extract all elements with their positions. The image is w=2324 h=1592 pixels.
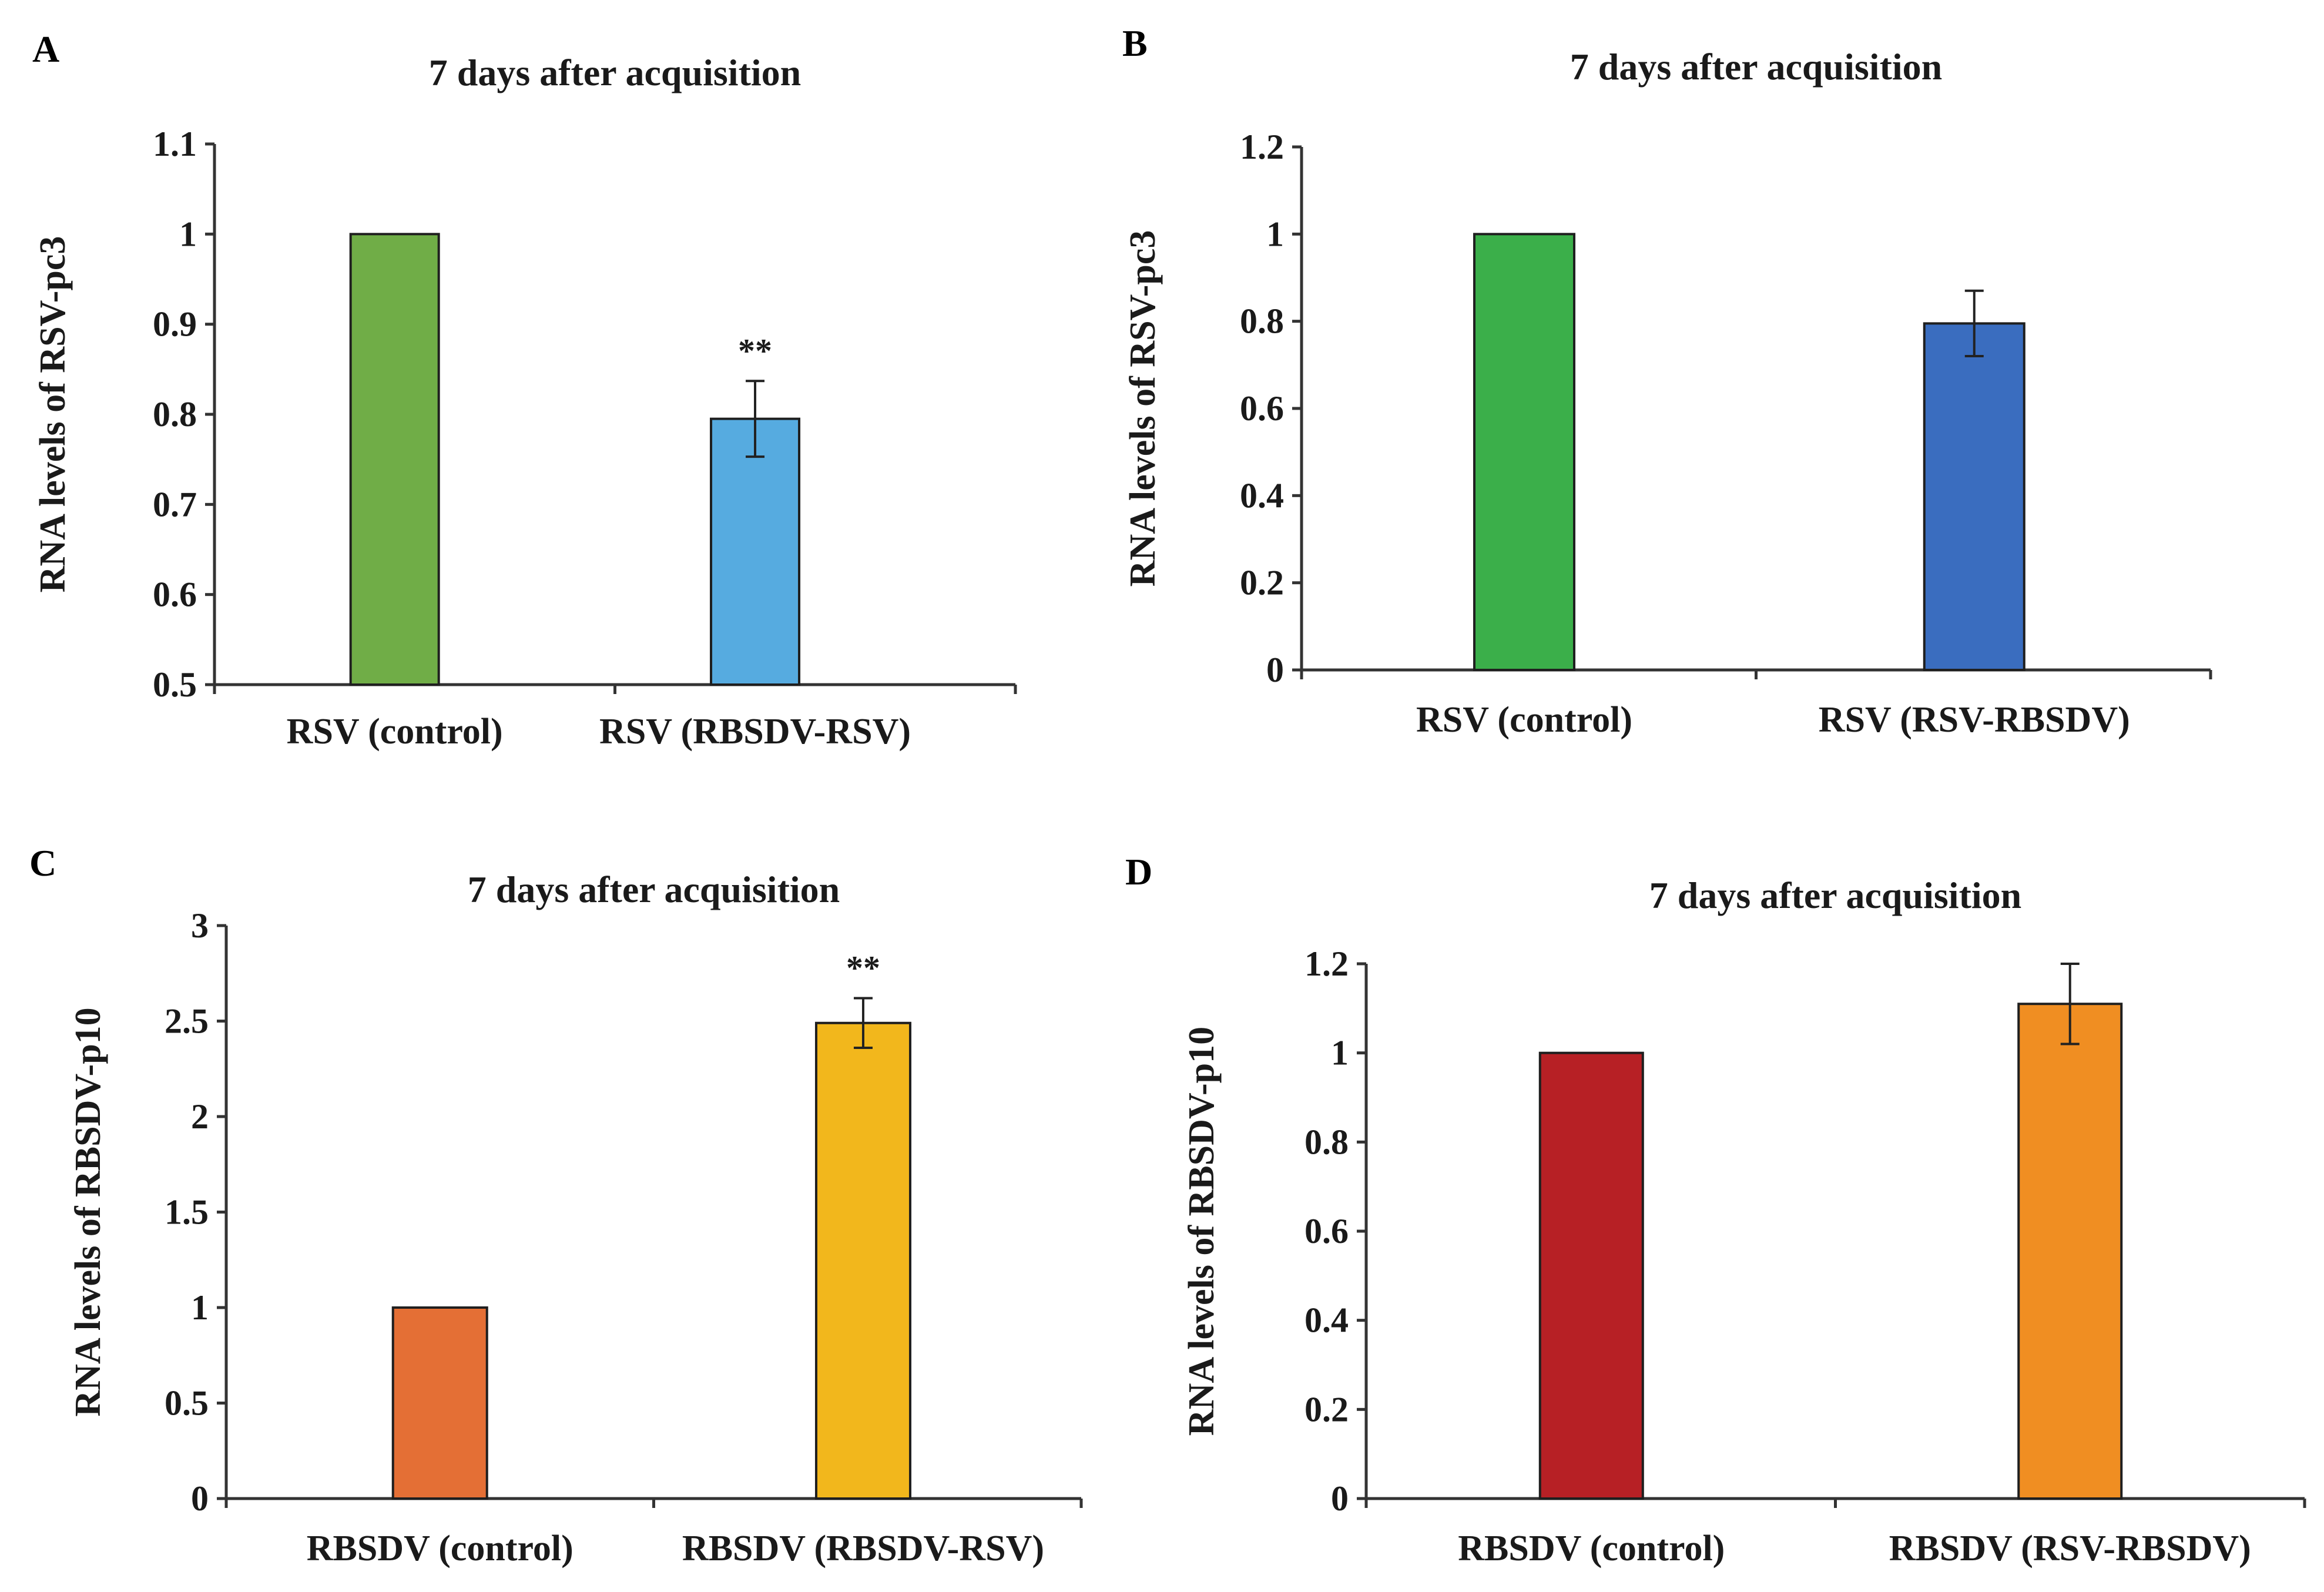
chart-title: 7 days after acquisition bbox=[1570, 46, 1943, 88]
significance-label: ** bbox=[846, 949, 880, 987]
x-category-label: RBSDV (control) bbox=[307, 1529, 574, 1568]
bar-2 bbox=[2017, 1003, 2123, 1500]
y-tick-label: 0.4 bbox=[1240, 476, 1284, 515]
x-category-label: RSV (control) bbox=[287, 712, 503, 752]
x-category-label: RSV (RSV-RBSDV) bbox=[1819, 700, 2130, 740]
y-axis-label: RNA levels of RBSDV-p10 bbox=[68, 1007, 108, 1416]
y-tick-label: 0.6 bbox=[153, 575, 197, 614]
chart-title: 7 days after acquisition bbox=[1649, 874, 2022, 916]
y-tick-label: 1 bbox=[191, 1288, 209, 1327]
y-tick-label: 0.7 bbox=[153, 485, 197, 524]
bar-2 bbox=[710, 417, 801, 686]
y-axis-label: RNA levels of RSV-pc3 bbox=[33, 236, 73, 593]
y-tick-label: 0 bbox=[191, 1479, 209, 1518]
y-tick-label: 0 bbox=[1266, 651, 1284, 689]
panel-letter: D bbox=[1125, 851, 1152, 893]
chart-title: 7 days after acquisition bbox=[429, 52, 802, 93]
y-tick-label: 1 bbox=[179, 214, 197, 253]
y-axis-label: RNA levels of RSV-pc3 bbox=[1123, 230, 1163, 587]
y-tick-label: 0.5 bbox=[153, 665, 197, 704]
y-tick-label: 2 bbox=[191, 1097, 209, 1136]
bar-1 bbox=[1538, 1051, 1644, 1500]
y-tick-label: 1.2 bbox=[1304, 944, 1349, 983]
y-tick-label: 0.2 bbox=[1304, 1390, 1349, 1429]
panel-letter: B bbox=[1122, 22, 1148, 64]
bar-1 bbox=[391, 1306, 488, 1500]
y-tick-label: 0.9 bbox=[153, 305, 197, 344]
y-axis-label: RNA levels of RBSDV-p10 bbox=[1182, 1027, 1222, 1436]
y-tick-label: 0.8 bbox=[1240, 302, 1284, 341]
y-tick-label: 0.6 bbox=[1240, 389, 1284, 428]
y-tick-label: 0 bbox=[1331, 1479, 1349, 1518]
chart-title: 7 days after acquisition bbox=[468, 869, 840, 910]
chart-panel-a: A 7 days after acquisition RNA levels of R… bbox=[32, 28, 1017, 752]
x-category-label: RBSDV (RSV-RBSDV) bbox=[1889, 1529, 2251, 1568]
x-category-label: RBSDV (control) bbox=[1458, 1529, 1725, 1568]
y-tick-label: 0.8 bbox=[153, 395, 197, 434]
y-tick-label: 0.6 bbox=[1304, 1212, 1349, 1251]
y-tick-label: 1 bbox=[1266, 214, 1284, 253]
chart-panel-c: C 7 days after acquisition RNA levels of R… bbox=[29, 842, 1083, 1568]
y-tick-label: 1 bbox=[1331, 1034, 1349, 1072]
bar-1 bbox=[349, 233, 440, 686]
x-category-label: RSV (control) bbox=[1416, 700, 1632, 740]
y-tick-label: 1.5 bbox=[165, 1193, 209, 1232]
y-tick-label: 0.5 bbox=[165, 1384, 209, 1423]
y-tick-label: 3 bbox=[191, 906, 209, 945]
y-tick-label: 0.8 bbox=[1304, 1122, 1349, 1161]
y-tick-label: 0.2 bbox=[1240, 564, 1284, 602]
bar-1 bbox=[1473, 233, 1576, 672]
y-tick-label: 2.5 bbox=[165, 1002, 209, 1041]
chart-panel-b: B 7 days after acquisition RNA levels of R… bbox=[1122, 22, 2212, 740]
chart-panel-d: D 7 days after acquisition RNA levels of R… bbox=[1125, 851, 2306, 1568]
y-tick-label: 0.4 bbox=[1304, 1301, 1349, 1340]
y-tick-label: 1.2 bbox=[1240, 128, 1284, 166]
panel-letter: A bbox=[32, 28, 59, 70]
bar-2 bbox=[1923, 322, 2025, 671]
x-category-label: RBSDV (RBSDV-RSV) bbox=[682, 1529, 1044, 1568]
panel-letter: C bbox=[29, 842, 56, 884]
y-tick-label: 1.1 bbox=[153, 125, 197, 163]
x-category-label: RSV (RBSDV-RSV) bbox=[599, 712, 911, 752]
bar-2 bbox=[814, 1021, 911, 1500]
significance-label: ** bbox=[738, 331, 772, 370]
